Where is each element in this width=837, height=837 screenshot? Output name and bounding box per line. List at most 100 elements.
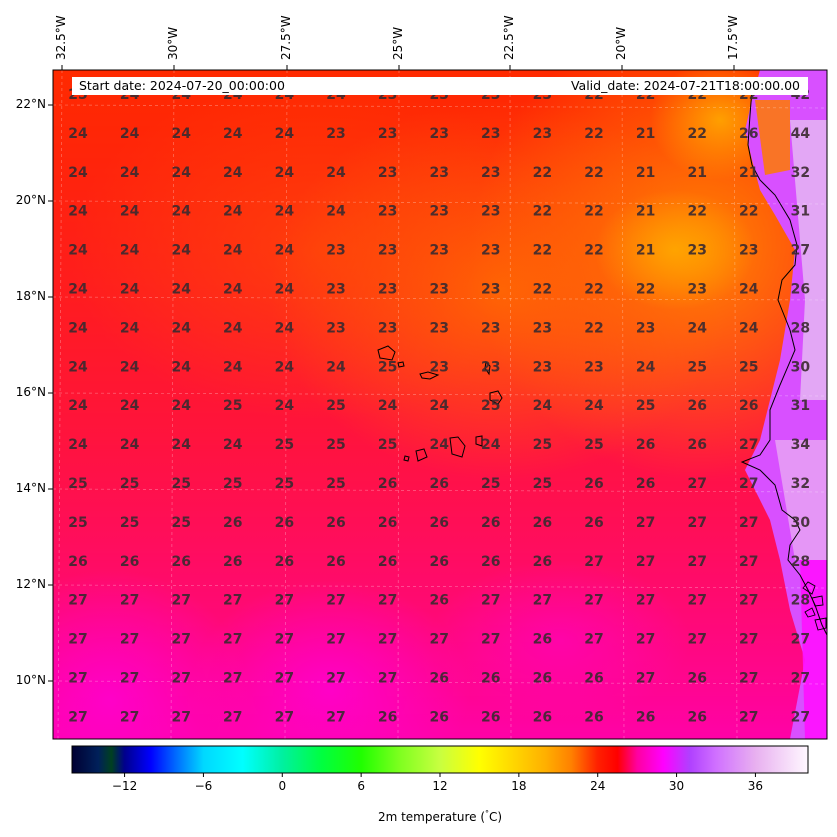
grid-value-r15-c5: 27 bbox=[326, 671, 345, 687]
grid-value-r11-c13: 27 bbox=[739, 515, 758, 531]
grid-value-r8-c6: 24 bbox=[378, 398, 398, 414]
grid-value-r7-c5: 24 bbox=[326, 359, 346, 375]
grid-value-r4-c14: 27 bbox=[791, 243, 810, 259]
grid-value-r13-c6: 27 bbox=[378, 593, 397, 609]
grid-value-r7-c0: 24 bbox=[68, 359, 88, 375]
grid-value-r12-c0: 26 bbox=[68, 554, 87, 570]
grid-value-r5-c7: 23 bbox=[429, 282, 448, 298]
grid-value-r1-c0: 24 bbox=[68, 126, 88, 142]
grid-value-r3-c4: 24 bbox=[275, 204, 295, 220]
grid-value-r11-c14: 30 bbox=[791, 515, 811, 531]
grid-value-r8-c11: 25 bbox=[636, 398, 655, 414]
grid-value-r14-c2: 27 bbox=[171, 632, 190, 648]
grid-value-r13-c0: 27 bbox=[68, 593, 87, 609]
grid-value-r16-c6: 26 bbox=[378, 709, 397, 725]
grid-value-r10-c10: 26 bbox=[584, 476, 603, 492]
grid-value-r10-c2: 25 bbox=[171, 476, 190, 492]
grid-value-r11-c4: 26 bbox=[275, 515, 294, 531]
grid-value-r13-c13: 27 bbox=[739, 593, 758, 609]
grid-value-r3-c11: 21 bbox=[636, 204, 655, 220]
grid-value-r3-c6: 23 bbox=[378, 204, 397, 220]
grid-value-r6-c13: 24 bbox=[739, 320, 759, 336]
grid-value-r1-c6: 23 bbox=[378, 126, 397, 142]
grid-value-r14-c0: 27 bbox=[68, 632, 87, 648]
grid-value-r16-c8: 26 bbox=[481, 709, 500, 725]
grid-value-r8-c12: 26 bbox=[687, 398, 706, 414]
grid-value-r12-c13: 27 bbox=[739, 554, 758, 570]
grid-value-r7-c6: 25 bbox=[378, 359, 397, 375]
grid-value-r10-c13: 27 bbox=[739, 476, 758, 492]
grid-value-r16-c7: 26 bbox=[429, 709, 448, 725]
grid-value-r15-c12: 26 bbox=[687, 671, 706, 687]
grid-value-r8-c4: 24 bbox=[275, 398, 295, 414]
grid-value-r12-c2: 26 bbox=[171, 554, 190, 570]
grid-value-r6-c9: 23 bbox=[533, 320, 552, 336]
grid-value-r5-c8: 23 bbox=[481, 282, 500, 298]
grid-value-r5-c12: 23 bbox=[687, 282, 706, 298]
grid-value-r5-c6: 23 bbox=[378, 282, 397, 298]
grid-value-r9-c13: 27 bbox=[739, 437, 758, 453]
grid-value-r3-c14: 31 bbox=[791, 204, 810, 220]
grid-value-r14-c11: 27 bbox=[636, 632, 655, 648]
grid-value-r15-c8: 26 bbox=[481, 671, 500, 687]
grid-value-r4-c13: 23 bbox=[739, 243, 758, 259]
grid-value-r14-c9: 26 bbox=[533, 632, 552, 648]
lat-label-10n: 10°N bbox=[15, 673, 46, 687]
grid-value-r12-c6: 26 bbox=[378, 554, 397, 570]
grid-value-r10-c11: 26 bbox=[636, 476, 655, 492]
grid-value-r13-c9: 27 bbox=[533, 593, 552, 609]
grid-value-r15-c14: 27 bbox=[791, 671, 810, 687]
grid-value-r6-c3: 24 bbox=[223, 320, 243, 336]
grid-value-r2-c9: 22 bbox=[533, 165, 552, 181]
grid-value-r7-c4: 24 bbox=[275, 359, 295, 375]
grid-value-r9-c2: 24 bbox=[171, 437, 191, 453]
grid-value-r10-c1: 25 bbox=[120, 476, 139, 492]
cape-verde-islands bbox=[377, 345, 503, 462]
grid-value-r11-c5: 26 bbox=[326, 515, 345, 531]
lat-label-18n: 18°N bbox=[15, 289, 46, 303]
grid-value-r9-c5: 25 bbox=[326, 437, 345, 453]
grid-value-r15-c6: 27 bbox=[378, 671, 397, 687]
grid-value-r14-c4: 27 bbox=[275, 632, 294, 648]
grid-value-r5-c9: 22 bbox=[533, 282, 552, 298]
grid-value-r4-c10: 22 bbox=[584, 243, 603, 259]
grid-value-r4-c4: 24 bbox=[275, 243, 295, 259]
grid-value-r3-c3: 24 bbox=[223, 204, 243, 220]
grid-value-r10-c0: 25 bbox=[68, 476, 87, 492]
grid-value-r1-c12: 22 bbox=[687, 126, 706, 142]
grid-value-r3-c10: 22 bbox=[584, 204, 603, 220]
grid-value-r2-c13: 21 bbox=[739, 165, 758, 181]
grid-value-r4-c1: 24 bbox=[120, 243, 140, 259]
lon-label-22-5w: 22.5°W bbox=[502, 15, 516, 60]
grid-value-r10-c5: 25 bbox=[326, 476, 345, 492]
grid-value-r13-c7: 26 bbox=[429, 593, 448, 609]
grid-value-r15-c0: 27 bbox=[68, 671, 87, 687]
grid-value-r5-c11: 22 bbox=[636, 282, 655, 298]
grid-value-r6-c11: 23 bbox=[636, 320, 655, 336]
colorbar-tick-label: 36 bbox=[747, 779, 764, 793]
grid-value-r12-c10: 27 bbox=[584, 554, 603, 570]
grid-value-r12-c4: 26 bbox=[275, 554, 294, 570]
grid-value-r2-c11: 21 bbox=[636, 165, 655, 181]
grid-value-r4-c6: 23 bbox=[378, 243, 397, 259]
grid-value-r15-c1: 27 bbox=[120, 671, 139, 687]
grid-value-r9-c11: 26 bbox=[636, 437, 655, 453]
grid-value-r14-c5: 27 bbox=[326, 632, 345, 648]
grid-value-r10-c3: 25 bbox=[223, 476, 242, 492]
grid-value-r13-c4: 27 bbox=[275, 593, 294, 609]
grid-value-r8-c5: 25 bbox=[326, 398, 345, 414]
grid-value-r11-c1: 25 bbox=[120, 515, 139, 531]
grid-value-r2-c3: 24 bbox=[223, 165, 243, 181]
grid-value-r16-c9: 26 bbox=[533, 709, 552, 725]
grid-value-r7-c8: 23 bbox=[481, 359, 500, 375]
date-info-box: Start date: 2024-07-20_00:00:00 Valid_da… bbox=[72, 77, 808, 95]
grid-value-r12-c5: 26 bbox=[326, 554, 345, 570]
grid-value-r16-c0: 27 bbox=[68, 709, 87, 725]
grid-value-r11-c0: 25 bbox=[68, 515, 87, 531]
grid-value-r10-c7: 26 bbox=[429, 476, 448, 492]
grid-value-r6-c5: 23 bbox=[326, 320, 345, 336]
grid-value-r5-c2: 24 bbox=[171, 282, 191, 298]
